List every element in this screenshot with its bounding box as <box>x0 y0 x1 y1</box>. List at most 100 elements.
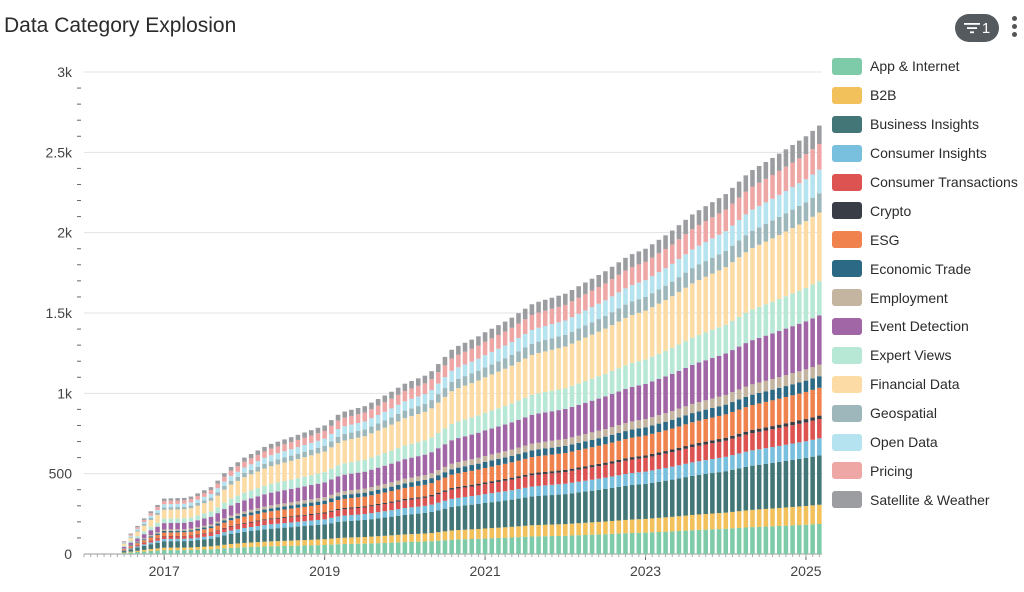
bar-segment <box>268 492 274 506</box>
legend-item[interactable]: Consumer Transactions <box>832 168 1022 197</box>
bar-segment <box>716 327 722 356</box>
bar-segment <box>556 306 561 323</box>
bar-segment <box>369 495 374 506</box>
bar-segment <box>275 459 281 465</box>
legend-item[interactable]: Business Insights <box>832 110 1022 139</box>
legend-item[interactable]: Consumer Insights <box>832 139 1022 168</box>
bar-segment <box>255 454 261 462</box>
bar-segment <box>188 498 194 503</box>
legend-item[interactable]: Economic Trade <box>832 254 1022 283</box>
bar-segment <box>422 394 428 404</box>
bar-segment <box>509 499 515 527</box>
bar-segment <box>509 365 515 404</box>
bar-segment <box>516 313 521 324</box>
bar-segment <box>623 270 628 289</box>
bar-segment <box>415 413 421 443</box>
bar-segment <box>556 439 561 447</box>
bar-segment <box>342 440 347 464</box>
bar-segment <box>643 383 648 420</box>
bar-segment <box>255 488 261 497</box>
bar-segment <box>208 535 214 539</box>
legend-item[interactable]: Expert Views <box>832 341 1022 370</box>
legend-item[interactable]: Financial Data <box>832 370 1022 399</box>
bar-segment <box>349 462 354 474</box>
bar-segment <box>476 528 481 539</box>
bar-segment <box>275 517 281 519</box>
legend-item[interactable]: ESG <box>832 225 1022 254</box>
bar-segment <box>723 456 729 472</box>
bar-segment <box>676 530 682 554</box>
bar-segment <box>549 308 555 325</box>
bar-segment <box>616 432 622 441</box>
bar-segment <box>449 423 454 441</box>
bar-segment <box>576 450 581 468</box>
bar-segment <box>696 210 702 225</box>
bar-segment <box>329 468 334 480</box>
bar-segment <box>195 495 200 500</box>
bar-segment <box>649 532 655 554</box>
bar-segment <box>803 154 809 180</box>
bar-segment <box>676 426 682 448</box>
bar-segment <box>469 339 474 349</box>
bar-segment <box>148 518 154 520</box>
bar-segment <box>616 308 622 322</box>
bar-segment <box>563 469 568 473</box>
bar-segment <box>442 477 448 491</box>
bar-segment <box>456 378 461 389</box>
bar-segment <box>736 436 742 454</box>
bar-segment <box>542 339 548 352</box>
legend-item[interactable]: Pricing <box>832 456 1022 485</box>
bar-segment <box>522 536 528 554</box>
bar-segment <box>796 224 802 291</box>
more-options-icon[interactable] <box>1009 14 1019 40</box>
bar-segment <box>730 411 735 436</box>
bar-segment <box>335 509 341 511</box>
bar-segment <box>375 405 381 416</box>
bar-segment <box>262 494 267 507</box>
bar-segment <box>516 454 521 461</box>
bar-segment <box>415 541 421 554</box>
legend-item[interactable]: App & Internet <box>832 52 1022 81</box>
legend-item[interactable]: Crypto <box>832 196 1022 225</box>
legend-swatch <box>832 289 862 307</box>
bar-segment <box>783 166 789 192</box>
bar-segment <box>442 508 448 532</box>
bar-segment <box>202 546 207 550</box>
legend-item[interactable]: B2B <box>832 81 1022 110</box>
legend-item[interactable]: Event Detection <box>832 312 1022 341</box>
bar-segment <box>195 527 200 529</box>
bar-segment <box>696 445 702 462</box>
bar-segment <box>696 420 702 443</box>
bar-segment <box>228 470 234 476</box>
bar-segment <box>669 263 675 282</box>
legend-item[interactable]: Open Data <box>832 428 1022 457</box>
legend-item[interactable]: Satellite & Weather <box>832 485 1022 514</box>
bar-segment <box>309 499 314 503</box>
bar-segment <box>175 538 180 542</box>
bar-segment <box>415 498 421 507</box>
bar-segment <box>763 463 769 509</box>
bar-segment <box>756 509 762 527</box>
bar-segment <box>549 454 555 472</box>
filter-button[interactable]: 1 <box>955 14 999 42</box>
bar-segment <box>690 283 695 338</box>
bar-segment <box>542 392 548 413</box>
bar-segment <box>656 452 662 456</box>
bar-segment <box>609 427 615 435</box>
bar-segment <box>790 373 795 385</box>
bar-segment <box>255 521 261 527</box>
legend-item[interactable]: Employment <box>832 283 1022 312</box>
bar-segment <box>549 297 555 309</box>
bar-segment <box>215 513 220 522</box>
bar-segment <box>449 539 454 554</box>
bar-segment <box>168 530 174 533</box>
bar-segment <box>643 280 648 297</box>
bar-segment <box>776 298 782 332</box>
bar-segment <box>335 443 341 466</box>
bar-segment <box>255 520 261 522</box>
bar-segment <box>295 459 301 479</box>
bar-segment <box>817 524 822 554</box>
legend-item[interactable]: Geospatial <box>832 399 1022 428</box>
bar-segment <box>442 444 448 467</box>
